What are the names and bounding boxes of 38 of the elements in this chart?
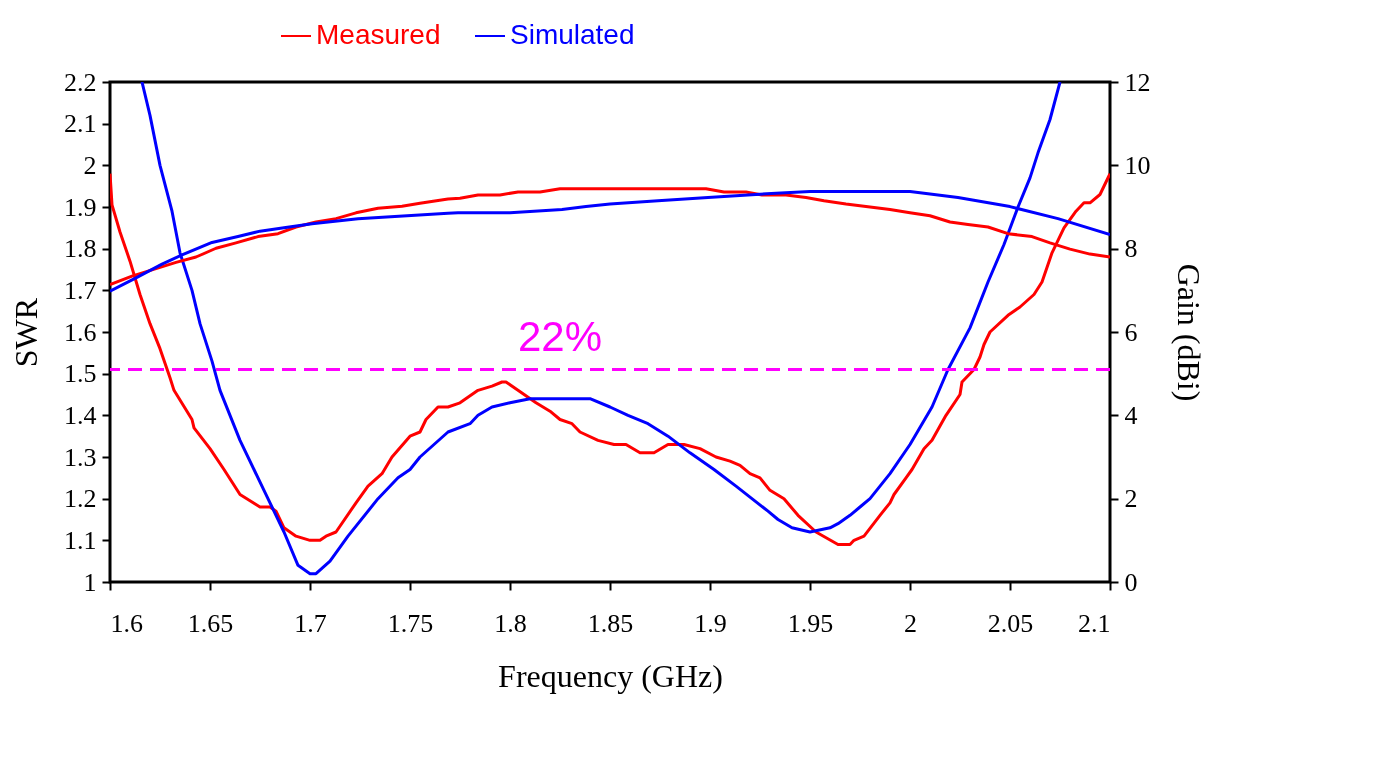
y2-tick-label: 2 xyxy=(1124,484,1138,514)
y-tick-label: 1.7 xyxy=(64,275,97,305)
x-tick-label: 1.85 xyxy=(587,608,634,638)
y2-tick-label: 6 xyxy=(1124,317,1138,347)
y-tick-label: 2.1 xyxy=(64,109,97,139)
y-tick-label: 1.9 xyxy=(64,192,97,222)
x-tick-label: 1.6 xyxy=(110,608,143,638)
x-tick-label: 1.95 xyxy=(787,608,834,638)
y-tick-label: 2 xyxy=(83,150,97,180)
y2-tick-label: 10 xyxy=(1124,150,1151,180)
x-tick-label: 2.1 xyxy=(1078,608,1111,638)
y2-axis-title: Gain (dBi) xyxy=(1170,263,1207,402)
x-tick-label: 1.75 xyxy=(387,608,434,638)
x-tick-label: 2.05 xyxy=(987,608,1034,638)
y-tick-label: 1.1 xyxy=(64,525,97,555)
y-tick-label: 2.2 xyxy=(64,67,97,97)
legend-label: Measured xyxy=(316,19,441,50)
y2-tick-label: 8 xyxy=(1124,234,1138,264)
y-tick-label: 1.2 xyxy=(64,484,97,514)
y-tick-label: 1.3 xyxy=(64,442,97,472)
y-tick-label: 1.4 xyxy=(64,400,97,430)
x-tick-label: 1.65 xyxy=(187,608,234,638)
y-axis-title: SWR xyxy=(8,297,44,368)
x-axis-title: Frequency (GHz) xyxy=(498,657,723,694)
x-tick-label: 2 xyxy=(904,608,917,638)
x-tick-label: 1.9 xyxy=(694,608,727,638)
legend-label: Simulated xyxy=(510,19,635,50)
x-tick-label: 1.7 xyxy=(294,608,327,638)
x-tick-label: 1.8 xyxy=(494,608,527,638)
annotation: 22% xyxy=(517,312,603,360)
y-tick-label: 1.6 xyxy=(64,317,97,347)
y2-tick-label: 0 xyxy=(1124,567,1138,597)
y-tick-label: 1 xyxy=(83,567,97,597)
y-tick-label: 1.5 xyxy=(64,359,97,389)
y2-tick-label: 12 xyxy=(1124,67,1151,97)
y2-tick-label: 4 xyxy=(1124,400,1138,430)
line-series xyxy=(110,172,1110,546)
y-tick-label: 1.8 xyxy=(64,234,97,264)
